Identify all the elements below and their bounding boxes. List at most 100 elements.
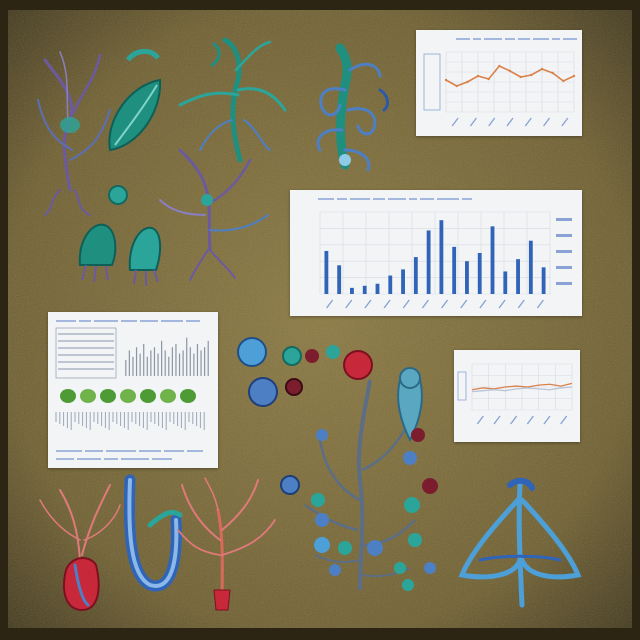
illegible-header-text: [187, 450, 203, 452]
red-coral-root-illustration: [177, 477, 276, 611]
illegible-header-text: [104, 458, 118, 460]
illegible-header-text: [437, 198, 459, 200]
series-line: [471, 382, 573, 391]
data-point: [572, 74, 576, 78]
illegible-tick-label: [383, 299, 391, 309]
illegible-header-text: [56, 450, 82, 452]
illegible-header-text: [473, 38, 481, 40]
illegible-header-text: [94, 320, 118, 322]
purple-dendrite-illustration: [159, 148, 269, 281]
data-point: [540, 67, 544, 71]
illegible-tick-label: [543, 117, 551, 127]
illegible-header-text: [563, 38, 577, 40]
data-point: [466, 80, 469, 84]
illegible-data-table: [55, 327, 117, 379]
illegible-tick-label: [326, 299, 334, 309]
illegible-header-text: [77, 458, 101, 460]
illegible-tick-label: [524, 117, 532, 127]
illegible-tick-label: [476, 415, 484, 425]
teal-leaf-illustration: [108, 49, 162, 205]
illegible-header-text: [56, 458, 74, 460]
illegible-legend-entry: [556, 266, 572, 269]
illegible-legend-entry: [556, 234, 572, 237]
red-root-bulb-illustration: [39, 484, 121, 612]
illegible-header-text: [350, 198, 370, 200]
illegible-tick-label: [364, 299, 372, 309]
illegible-header-text: [140, 320, 158, 322]
illegible-header-text: [456, 38, 470, 40]
illegible-tick-label: [488, 117, 496, 127]
bar: [541, 267, 546, 294]
data-point: [508, 69, 512, 73]
illegible-header-text: [152, 458, 172, 460]
bar: [388, 275, 393, 294]
blue-coiled-organism-illustration: [316, 43, 389, 172]
illegible-header-text: [533, 38, 549, 40]
illegible-header-text: [420, 198, 434, 200]
green-specimen-image: [180, 389, 196, 403]
illegible-legend-entry: [556, 282, 572, 285]
bar: [465, 261, 469, 294]
document-figure: [55, 320, 209, 460]
illegible-header-text: [462, 198, 472, 200]
illegible-tick-label: [517, 299, 525, 309]
data-point: [498, 64, 501, 68]
bar: [413, 257, 418, 294]
illegible-tick-label: [506, 117, 514, 127]
line-chart: [423, 38, 577, 127]
illegible-tick-label: [526, 415, 534, 425]
illegible-header-text: [409, 198, 417, 200]
data-point: [519, 75, 522, 79]
bar: [401, 269, 405, 294]
bar: [528, 240, 533, 294]
illegible-tick-label: [441, 299, 449, 309]
illegible-tick-label: [498, 299, 506, 309]
series-line: [471, 386, 573, 393]
illegible-header-text: [186, 320, 200, 322]
illegible-header-text: [164, 450, 184, 452]
illegible-header-text: [79, 320, 91, 322]
data-point: [562, 79, 565, 83]
illegible-legend-entry: [556, 250, 572, 253]
illegible-tick-label: [510, 415, 518, 425]
small-line-chart: [457, 363, 573, 425]
data-point: [551, 71, 554, 75]
illegible-tick-label: [493, 415, 501, 425]
green-specimen-image: [160, 389, 176, 403]
bar: [452, 246, 457, 294]
illegible-tick-label: [345, 299, 353, 309]
illegible-header-text: [56, 320, 76, 322]
bar: [503, 271, 508, 294]
illegible-side-legend: [457, 371, 467, 401]
illegible-tick-label: [402, 299, 410, 309]
illegible-tick-label: [536, 299, 544, 309]
illegible-header-text: [373, 198, 385, 200]
bar: [477, 253, 482, 294]
data-point: [476, 74, 480, 78]
small-line-chart-card: [454, 350, 580, 442]
illegible-header-text: [337, 198, 347, 200]
green-specimen-image: [80, 389, 96, 403]
berry-branch-illustration: [237, 337, 438, 591]
document-card: [48, 312, 218, 468]
bar: [362, 285, 367, 294]
illegible-header-text: [388, 198, 406, 200]
illegible-header-text: [139, 450, 161, 452]
illegible-tick-label: [561, 117, 569, 127]
bar: [490, 226, 495, 294]
illegible-header-text: [121, 320, 137, 322]
data-point: [530, 73, 533, 77]
bar: [337, 265, 342, 294]
bar: [516, 259, 520, 294]
illegible-tick-label: [560, 415, 568, 425]
illegible-header-text: [484, 38, 502, 40]
illegible-header-text: [85, 450, 103, 452]
illegible-tick-label: [479, 299, 487, 309]
illegible-side-legend: [423, 53, 441, 111]
bar: [439, 220, 444, 294]
bar: [350, 287, 354, 294]
blue-u-tube-illustration: [123, 474, 183, 592]
illegible-tick-label: [543, 415, 551, 425]
line-chart-card: [416, 30, 582, 136]
